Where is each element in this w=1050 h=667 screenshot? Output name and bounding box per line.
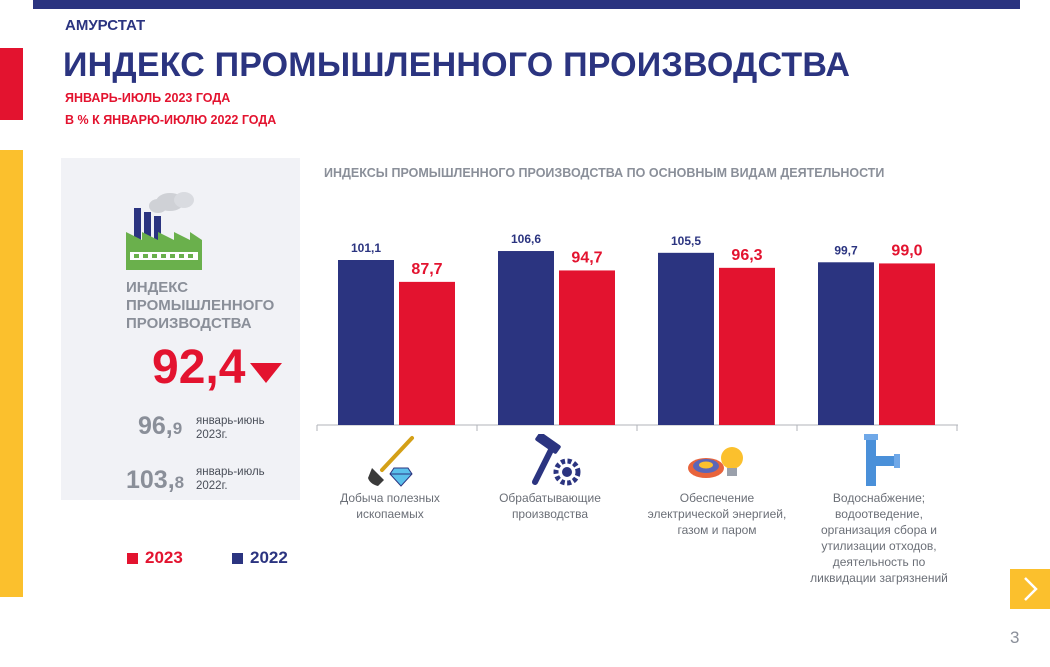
data-label-2023: 99,0 (891, 242, 922, 259)
bar-2023 (719, 267, 775, 425)
legend-item-2022: 2022 (232, 548, 288, 568)
chevron-right-icon (1024, 577, 1038, 601)
category-label: Водоснабжение; водоотведение, организаци… (810, 491, 948, 585)
data-label-2023: 94,7 (571, 249, 602, 266)
legend-swatch (232, 552, 243, 564)
page-number: 3 (1010, 628, 1020, 647)
bar-2022 (498, 251, 554, 425)
comparison-label: январь-июнь 2023г. (196, 415, 265, 441)
main-index-value: 92,4 (152, 341, 246, 394)
water-pipe-icon (864, 434, 900, 486)
top-accent-bar (33, 0, 1020, 9)
legend-item-2023: 2023 (127, 548, 183, 568)
category-label: Обрабатывающие производства (499, 491, 601, 521)
red-side-accent (0, 48, 23, 120)
hammer-gear-icon (532, 434, 581, 486)
bar-2022 (658, 252, 714, 425)
data-label-2023: 96,3 (731, 247, 762, 264)
base-subtitle: В % К ЯНВАРЮ-ИЮЛЮ 2022 ГОДА (65, 113, 277, 127)
data-label-2022: 106,6 (511, 232, 541, 246)
bar-2023 (559, 270, 615, 425)
shovel-diamond-icon (368, 436, 414, 487)
bar-2022 (338, 260, 394, 425)
category-label: Обеспечение электрической энергией, газо… (647, 491, 787, 537)
factory-icon (126, 192, 202, 270)
legend-label: 2022 (250, 548, 288, 567)
data-label-2022: 105,5 (671, 234, 701, 248)
comparison-value: 96,9 (138, 412, 183, 440)
data-label-2023: 87,7 (411, 261, 442, 278)
chart-title: ИНДЕКСЫ ПРОМЫШЛЕННОГО ПРОИЗВОДСТВА ПО ОС… (324, 166, 885, 180)
flame-bulb-icon (688, 447, 743, 478)
bar-2023 (399, 281, 455, 425)
comparison-value: 103,8 (126, 466, 185, 494)
page-title: ИНДЕКС ПРОМЫШЛЕННОГО ПРОИЗВОДСТВА (63, 46, 851, 84)
bar-2023 (879, 263, 935, 425)
legend-label: 2023 (145, 548, 183, 567)
decrease-arrow-icon (250, 363, 282, 383)
legend-swatch (127, 552, 138, 564)
bar-2022 (818, 262, 874, 425)
yellow-side-accent (0, 150, 23, 597)
category-label: Добыча полезных ископаемых (340, 491, 440, 521)
comparison-label: январь-июль 2022г. (196, 466, 265, 492)
data-label-2022: 99,7 (834, 243, 858, 257)
summary-panel (61, 158, 300, 500)
brand-name: АМУРСТАТ (65, 17, 146, 34)
next-slide-button[interactable] (1010, 569, 1050, 609)
index-label: ИНДЕКС ПРОМЫШЛЕННОГО ПРОИЗВОДСТВА (126, 279, 275, 332)
data-label-2022: 101,1 (351, 241, 381, 255)
period-subtitle: ЯНВАРЬ-ИЮЛЬ 2023 ГОДА (65, 91, 231, 105)
